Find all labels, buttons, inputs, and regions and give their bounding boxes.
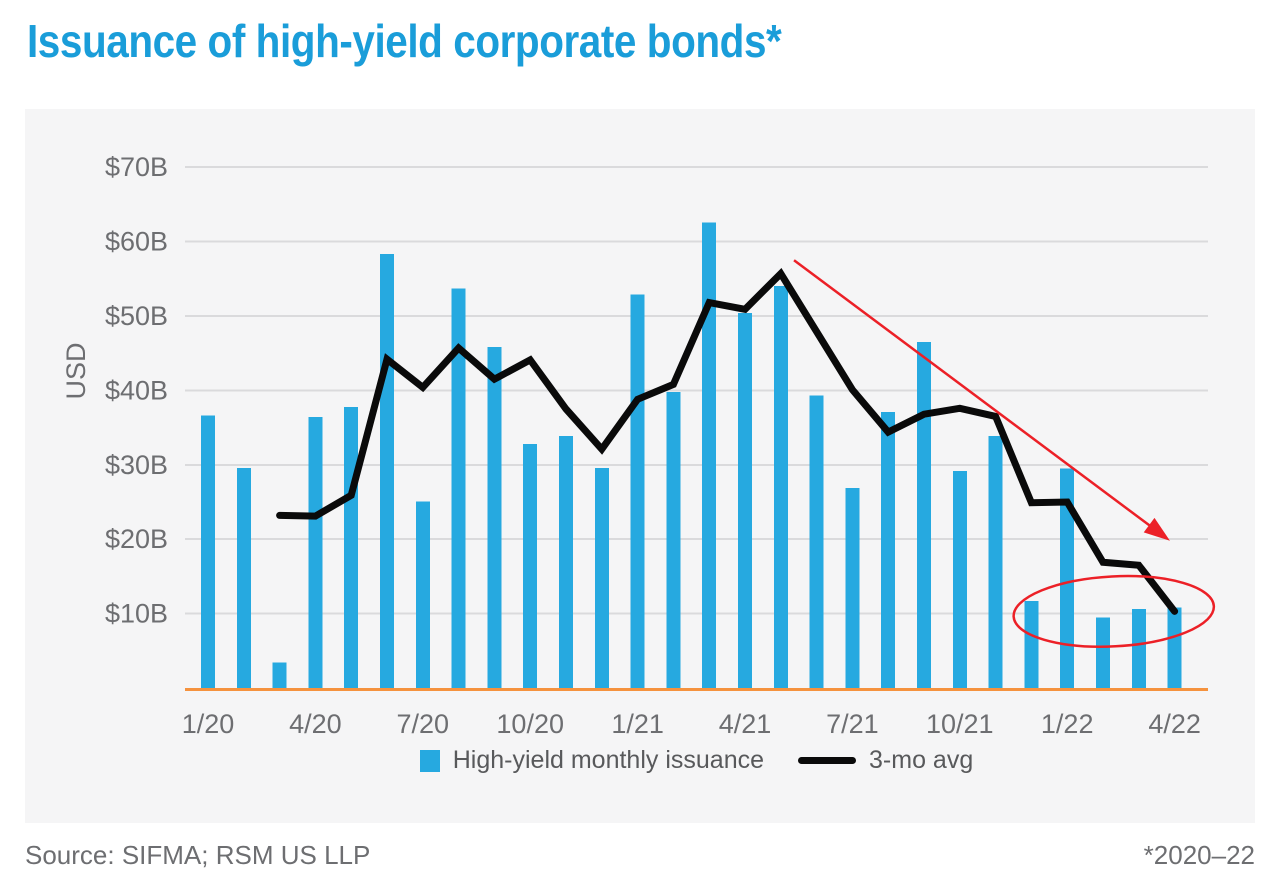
- y-tick-label: $20B: [105, 524, 168, 554]
- issuance-bar: [594, 467, 609, 688]
- y-tick-label: $60B: [105, 227, 168, 257]
- x-tick-label: 4/20: [289, 709, 342, 739]
- issuance-bar: [236, 467, 251, 688]
- x-tick-label: 1/22: [1041, 709, 1094, 739]
- issuance-bar: [666, 391, 681, 688]
- footnote-text: *2020–22: [1143, 840, 1255, 870]
- legend-item-issuance: High-yield monthly issuance: [419, 746, 765, 775]
- issuance-bar: [738, 313, 752, 688]
- x-tick-label: 1/20: [182, 709, 235, 739]
- issuance-bar: [773, 286, 788, 688]
- y-tick-label: $40B: [105, 375, 168, 405]
- issuance-bar: [1024, 600, 1039, 688]
- issuance-bar: [523, 443, 538, 688]
- x-tick-label: 1/21: [611, 709, 664, 739]
- issuance-bar: [1096, 617, 1110, 688]
- issuance-bar: [1167, 607, 1182, 688]
- y-tick-label: $30B: [105, 450, 168, 480]
- source-text: Source: SIFMA; RSM US LLP: [25, 840, 371, 870]
- legend-item-avg: 3-mo avg: [798, 746, 973, 775]
- x-tick-label: 10/21: [926, 709, 994, 739]
- y-tick-label: $70B: [105, 152, 168, 182]
- line-swatch-icon: [798, 757, 857, 764]
- legend-item-issuance-label: High-yield monthly issuance: [452, 746, 765, 774]
- highlight-ellipse: [1012, 574, 1216, 648]
- bar-swatch-icon: [419, 749, 440, 772]
- chart-canvas: $70B $60B $50B $40B $30B $20B $10B 1/20 4/20 7/20…: [105, 152, 1216, 739]
- trend-arrow-line: [793, 259, 1157, 531]
- issuance-bar: [272, 662, 287, 688]
- x-tick-label: 7/21: [826, 709, 879, 739]
- issuance-bar: [1131, 609, 1146, 688]
- issuance-bar: [845, 487, 860, 688]
- issuance-bar: [917, 342, 931, 688]
- issuance-bar: [881, 411, 896, 688]
- issuance-bar: [308, 417, 323, 688]
- issuance-bar: [559, 435, 573, 688]
- issuance-bar: [809, 395, 824, 688]
- issuance-bar: [487, 347, 502, 688]
- chart-panel: $70B $60B $50B $40B $30B $20B $10B 1/20 4/20 7/20…: [25, 109, 1255, 823]
- usd-axis-label: USD: [61, 342, 91, 400]
- issuance-bar: [630, 294, 645, 688]
- y-tick-label: $50B: [105, 301, 168, 331]
- issuance-bar: [1060, 468, 1075, 688]
- issuance-bar: [201, 415, 215, 688]
- legend-item-avg-label: 3-mo avg: [869, 746, 974, 774]
- x-tick-label: 7/20: [397, 709, 450, 739]
- issuance-bar: [380, 254, 394, 689]
- issuance-bar: [451, 288, 466, 688]
- issuance-bar: [702, 222, 717, 689]
- y-tick-label: $10B: [105, 599, 168, 629]
- x-tick-label: 4/21: [719, 709, 772, 739]
- issuance-bar: [952, 470, 967, 688]
- legend: High-yield monthly issuance 3-mo avg: [185, 746, 1208, 775]
- x-tick-label: 10/20: [496, 709, 564, 739]
- issuance-bar: [415, 501, 430, 688]
- issuance-bar: [344, 406, 359, 688]
- trend-arrow-head: [1143, 517, 1170, 541]
- issuance-bar: [988, 435, 1003, 688]
- page-title: Issuance of high-yield corporate bonds*: [27, 15, 782, 67]
- x-tick-label: 4/22: [1148, 709, 1201, 739]
- three-mo-avg-line: [276, 268, 1179, 615]
